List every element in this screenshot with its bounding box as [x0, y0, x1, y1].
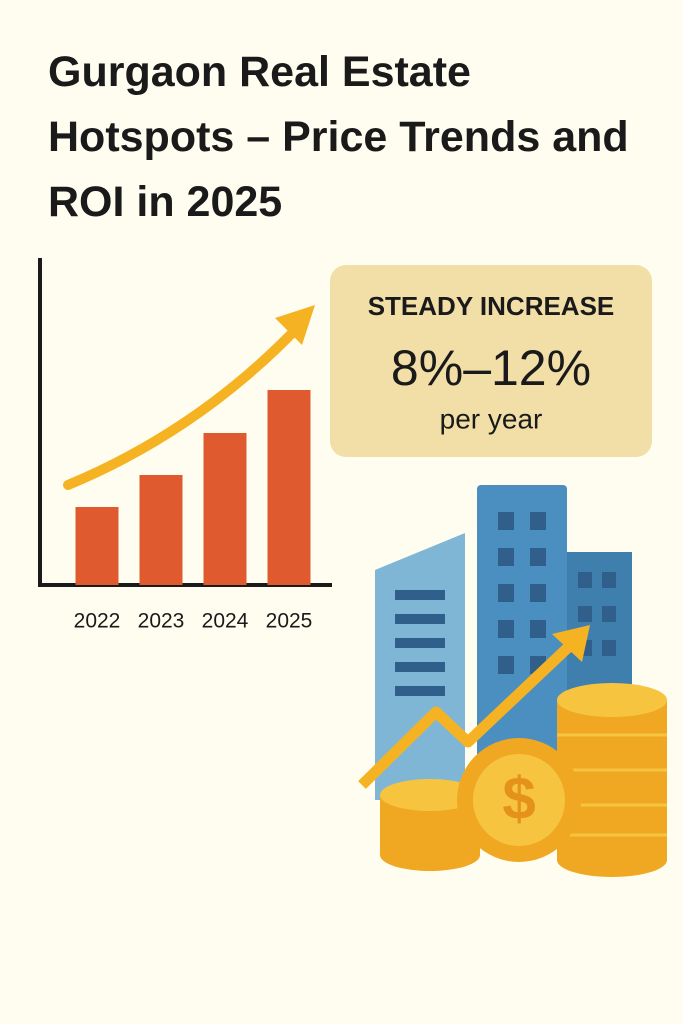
trend-arrowhead — [275, 305, 315, 345]
bar — [139, 475, 183, 585]
x-tick-label: 2022 — [74, 610, 121, 633]
bar — [267, 390, 311, 585]
x-tick-label: 2023 — [138, 610, 185, 633]
bar — [75, 507, 119, 585]
svg-text:$: $ — [502, 765, 535, 832]
callout-unit: per year — [440, 403, 543, 434]
title: Gurgaon Real Estate Hotspots – Price Tre… — [48, 48, 629, 226]
trend-arrow — [63, 320, 305, 490]
x-tick-label: 2024 — [202, 610, 249, 633]
callout-range: 8%–12% — [391, 340, 591, 396]
coins-illustration: $ — [380, 683, 667, 877]
callout-heading: STEADY INCREASE — [368, 291, 615, 321]
callout-box — [330, 265, 652, 457]
bar — [203, 433, 247, 585]
x-tick-label: 2025 — [266, 610, 313, 633]
